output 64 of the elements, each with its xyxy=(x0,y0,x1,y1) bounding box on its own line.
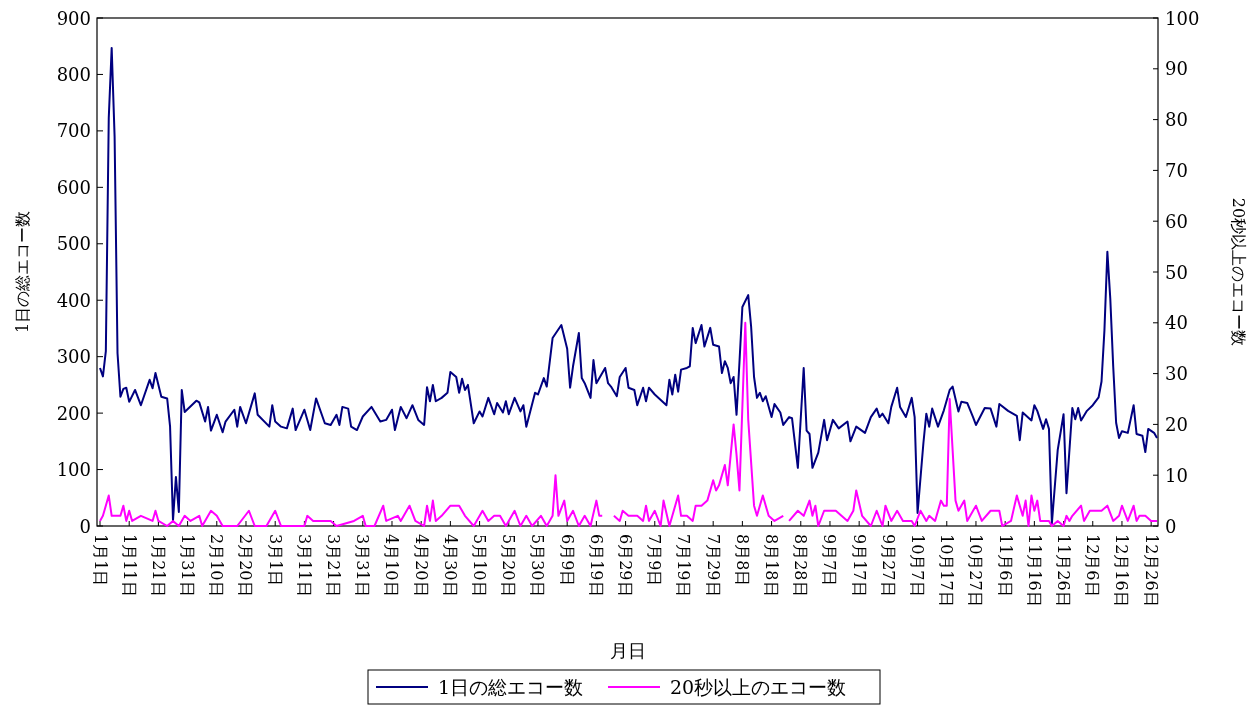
y-tick-label: 100 xyxy=(56,459,91,481)
x-tick-label: 8月28日 xyxy=(791,534,811,597)
x-tick-label: 11月16日 xyxy=(1024,534,1044,607)
x-tick-label: 4月30日 xyxy=(440,534,460,597)
legend-label: 20秒以上のエコー数 xyxy=(670,676,847,698)
x-tick-label: 6月19日 xyxy=(586,534,606,597)
x-tick-label: 3月21日 xyxy=(324,534,344,597)
y2-tick-label: 100 xyxy=(1165,7,1200,29)
x-tick-label: 2月10日 xyxy=(207,534,227,597)
y2-tick-label: 70 xyxy=(1165,159,1188,181)
y2-tick-label: 50 xyxy=(1165,261,1188,283)
x-tick-label: 3月1日 xyxy=(265,534,285,587)
x-tick-label: 12月26日 xyxy=(1141,534,1161,607)
x-tick-label: 10月17日 xyxy=(937,534,957,607)
y2-tick-label: 0 xyxy=(1165,515,1177,537)
y-tick-label: 500 xyxy=(56,233,91,255)
x-tick-label: 7月29日 xyxy=(703,534,723,597)
x-tick-label: 12月16日 xyxy=(1112,534,1132,607)
y-axis-title: 1日の総エコー数 xyxy=(12,210,32,334)
x-tick-label: 11月26日 xyxy=(1054,534,1074,607)
x-tick-label: 7月19日 xyxy=(674,534,694,597)
y2-tick-label: 20 xyxy=(1165,413,1188,435)
x-tick-label: 8月18日 xyxy=(762,534,782,597)
x-tick-label: 12月6日 xyxy=(1083,534,1103,597)
y2-axis-title: 20秒以上のエコー数 xyxy=(1228,197,1248,347)
x-tick-label: 1月31日 xyxy=(178,534,198,597)
x-tick-label: 9月27日 xyxy=(878,534,898,597)
x-tick-label: 1月11日 xyxy=(119,534,139,597)
x-tick-label: 1月1日 xyxy=(90,534,110,587)
y2-tick-label: 30 xyxy=(1165,363,1188,385)
x-tick-label: 4月10日 xyxy=(382,534,402,597)
y-tick-label: 400 xyxy=(56,289,91,311)
x-tick-label: 6月9日 xyxy=(557,534,577,587)
x-tick-label: 8月8日 xyxy=(732,534,752,587)
x-tick-label: 9月17日 xyxy=(849,534,869,597)
line-series xyxy=(99,46,1158,525)
y2-tick-label: 90 xyxy=(1165,58,1188,80)
x-tick-label: 4月20日 xyxy=(411,534,431,597)
x-tick-label: 9月7日 xyxy=(820,534,840,587)
legend-label: 1日の総エコー数 xyxy=(438,676,584,698)
y-tick-label: 300 xyxy=(56,346,91,368)
x-axis-title: 月日 xyxy=(610,640,646,661)
y-tick-label: 900 xyxy=(56,7,91,29)
y2-tick-label: 80 xyxy=(1165,109,1188,131)
x-tick-label: 10月7日 xyxy=(908,534,928,597)
x-tick-label: 6月29日 xyxy=(616,534,636,597)
x-tick-label: 2月20日 xyxy=(236,534,256,597)
x-tick-label: 3月11日 xyxy=(294,534,314,597)
x-tick-label: 7月9日 xyxy=(645,534,665,587)
x-tick-label: 5月30日 xyxy=(528,534,548,597)
x-tick-label: 3月31日 xyxy=(353,534,373,597)
y-tick-label: 800 xyxy=(56,63,91,85)
x-tick-label: 10月27日 xyxy=(966,534,986,607)
x-tick-label: 11月6日 xyxy=(995,534,1015,597)
y-tick-label: 0 xyxy=(79,515,91,537)
x-tick-label: 1月21日 xyxy=(148,534,168,597)
y-tick-label: 600 xyxy=(56,176,91,198)
y-tick-label: 700 xyxy=(56,120,91,142)
x-tick-label: 5月10日 xyxy=(470,534,490,597)
y2-tick-label: 10 xyxy=(1165,464,1188,486)
y2-tick-label: 60 xyxy=(1165,210,1188,232)
y2-tick-label: 40 xyxy=(1165,312,1188,334)
x-tick-label: 5月20日 xyxy=(499,534,519,597)
y-tick-label: 200 xyxy=(56,402,91,424)
